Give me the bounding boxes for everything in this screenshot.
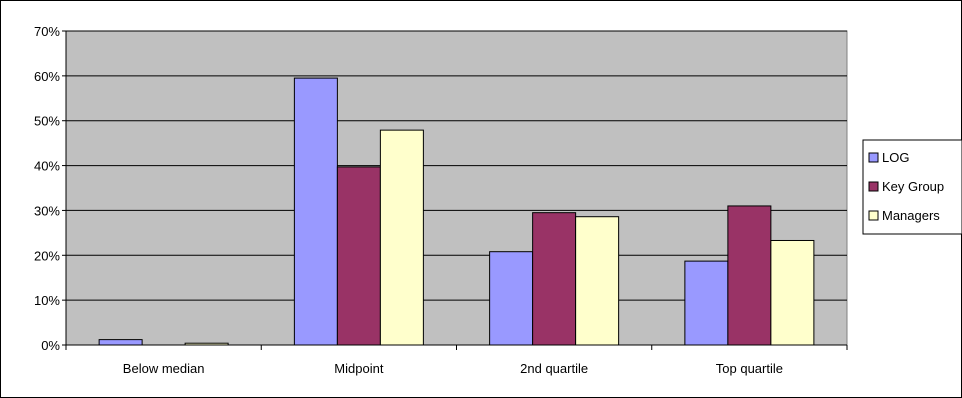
x-tick-label: Below median	[123, 361, 205, 376]
bar-key-group-midpoint	[336, 166, 381, 346]
legend-swatch	[868, 181, 879, 192]
bar-log-top-quartile	[684, 260, 729, 346]
x-tick-label: Midpoint	[334, 361, 384, 376]
legend-label: LOG	[882, 150, 909, 165]
bar-key-group-top-quartile	[727, 205, 772, 346]
y-tick-label: 30%	[34, 203, 60, 218]
x-tick-label: Top quartile	[716, 361, 783, 376]
bars	[98, 77, 815, 346]
bar-managers-top-quartile	[770, 239, 815, 346]
legend-swatch	[868, 210, 879, 221]
x-tick-label: 2nd quartile	[520, 361, 588, 376]
legend-label: Key Group	[882, 179, 944, 194]
y-tick-label: 70%	[34, 24, 60, 39]
y-tick-label: 20%	[34, 248, 60, 263]
bar-log-2nd-quartile	[489, 251, 534, 346]
y-axis-ticks: 0% 10% 20% 30% 40% 50% 60% 70%	[34, 24, 66, 353]
y-tick-label: 0%	[41, 338, 60, 353]
bar-log-midpoint	[293, 77, 338, 346]
legend-box	[862, 139, 962, 235]
bar-managers-midpoint	[379, 129, 424, 346]
legend-swatch	[868, 152, 879, 163]
bar-log-below-median	[98, 339, 143, 346]
y-tick-label: 10%	[34, 293, 60, 308]
y-tick-label: 60%	[34, 69, 60, 84]
legend: LOG Key Group Managers	[862, 139, 962, 235]
y-tick-label: 40%	[34, 159, 60, 174]
y-tick-label: 50%	[34, 114, 60, 129]
bar-managers-2nd-quartile	[575, 216, 620, 346]
gridlines	[66, 30, 847, 301]
bar-key-group-2nd-quartile	[532, 212, 577, 346]
legend-label: Managers	[882, 208, 940, 223]
x-axis-ticks: Below median Midpoint 2nd quartile Top quar…	[65, 345, 848, 376]
